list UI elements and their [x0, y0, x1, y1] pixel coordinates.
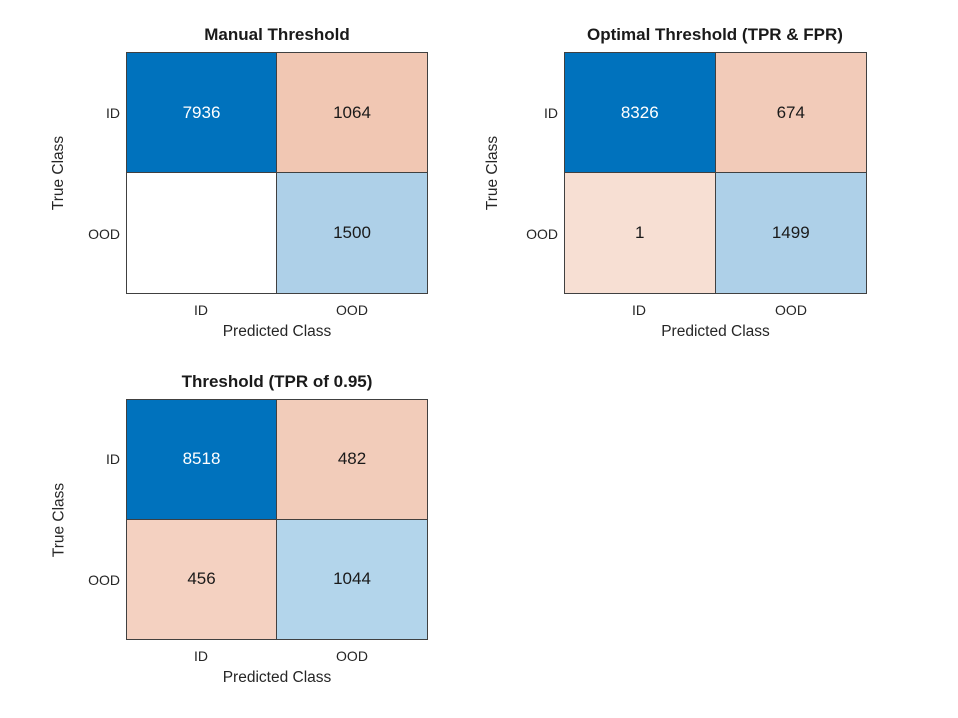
x-tick-ood: OOD [775, 302, 807, 318]
cell-true-ood-pred-ood: 1500 [277, 173, 427, 293]
y-tick-ood: OOD [526, 226, 558, 242]
y-tick-ood: OOD [88, 572, 120, 588]
cell-true-id-pred-id: 8518 [127, 400, 277, 520]
confusion-matrix-grid: 8326 674 1 1499 [564, 52, 867, 294]
confusion-chart-manual-threshold: Manual Threshold True Class ID OOD 7936 … [0, 0, 479, 359]
cell-true-ood-pred-id: 1 [565, 173, 716, 293]
x-axis-label: Predicted Class [222, 669, 332, 686]
chart-title: Manual Threshold [204, 25, 350, 44]
chart-title: Optimal Threshold (TPR & FPR) [587, 25, 843, 44]
cell-true-ood-pred-ood: 1499 [715, 173, 866, 293]
cell-true-id-pred-id: 8326 [565, 53, 716, 173]
x-tick-id: ID [194, 302, 208, 318]
confusion-matrix-grid: 7936 1064 1500 [126, 52, 428, 294]
confusion-chart-optimal-threshold: Optimal Threshold (TPR & FPR) True Class… [479, 0, 958, 359]
x-tick-id: ID [632, 302, 646, 318]
cell-true-id-pred-id: 7936 [127, 53, 277, 173]
confusion-chart-tpr-095-threshold: Threshold (TPR of 0.95) True Class ID OO… [0, 359, 479, 718]
cell-true-id-pred-ood: 674 [715, 53, 866, 173]
confusion-matrix-grid: 8518 482 456 1044 [126, 399, 428, 640]
x-tick-ood: OOD [336, 648, 368, 664]
y-axis-label: True Class [50, 482, 68, 558]
cell-true-id-pred-ood: 1064 [277, 53, 427, 173]
cell-true-ood-pred-id [127, 173, 277, 293]
x-tick-id: ID [194, 648, 208, 664]
cell-true-ood-pred-ood: 1044 [277, 519, 427, 639]
y-tick-id: ID [544, 105, 558, 121]
y-axis-label: True Class [50, 135, 67, 211]
y-tick-id: ID [106, 105, 120, 121]
y-tick-id: ID [106, 451, 120, 467]
x-tick-ood: OOD [336, 302, 368, 318]
x-axis-label: Predicted Class [661, 323, 770, 340]
chart-title: Threshold (TPR of 0.95) [181, 372, 373, 391]
x-axis-label: Predicted Class [222, 323, 332, 340]
y-axis-label: True Class [484, 135, 501, 211]
cell-true-id-pred-ood: 482 [277, 400, 427, 520]
cell-true-ood-pred-id: 456 [127, 519, 277, 639]
y-tick-ood: OOD [88, 226, 120, 242]
